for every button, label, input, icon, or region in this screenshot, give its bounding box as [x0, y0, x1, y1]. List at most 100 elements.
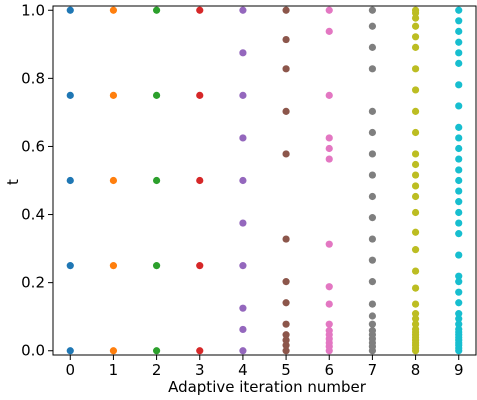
data-point	[368, 312, 377, 320]
data-point	[455, 310, 463, 318]
data-point	[196, 262, 204, 270]
data-point	[368, 128, 377, 137]
data-point	[455, 6, 463, 14]
data-point	[455, 38, 463, 46]
data-point	[152, 6, 161, 14]
data-point	[282, 235, 290, 243]
data-point	[455, 102, 463, 110]
data-point	[282, 65, 290, 73]
y-tick-label: 1.0	[21, 1, 45, 19]
data-point	[455, 17, 463, 25]
data-point	[368, 327, 377, 335]
data-point	[282, 35, 290, 44]
data-point	[411, 43, 420, 51]
data-point	[152, 262, 161, 270]
data-point	[455, 49, 463, 57]
data-point	[411, 182, 420, 190]
data-point	[455, 208, 463, 217]
y-tick-label: 0.4	[21, 206, 45, 224]
data-point	[368, 65, 377, 73]
data-point	[368, 43, 377, 51]
data-point	[325, 240, 333, 248]
data-point	[325, 320, 333, 328]
data-point	[66, 176, 74, 185]
data-point	[455, 59, 463, 67]
data-point	[455, 320, 463, 328]
data-point	[325, 327, 333, 335]
data-point	[368, 22, 377, 30]
data-point	[196, 176, 204, 185]
data-point	[66, 262, 74, 270]
data-point	[411, 33, 420, 41]
data-point	[455, 166, 463, 174]
data-point	[455, 325, 463, 333]
data-point	[368, 300, 377, 308]
data-point	[411, 128, 420, 137]
data-point	[66, 6, 74, 14]
x-tick-label: 5	[281, 361, 291, 379]
data-point	[325, 300, 333, 308]
data-point	[455, 176, 463, 185]
data-point	[455, 278, 463, 286]
data-point	[368, 256, 377, 264]
data-point	[282, 6, 290, 14]
y-tick-label: 0.2	[21, 274, 45, 292]
data-point	[325, 134, 333, 142]
data-point	[455, 81, 463, 89]
data-point	[152, 176, 161, 185]
x-tick-label: 8	[411, 361, 421, 379]
data-point	[239, 91, 247, 99]
data-point	[66, 347, 74, 355]
data-point	[325, 6, 333, 14]
data-point	[325, 283, 333, 291]
data-point	[455, 123, 463, 131]
x-tick-label: 7	[368, 361, 378, 379]
data-point	[239, 325, 247, 334]
data-point	[455, 219, 463, 227]
y-tick-label: 0.8	[21, 69, 45, 87]
data-point	[368, 235, 377, 243]
data-point	[109, 347, 118, 355]
y-axis-ticks: 0.0 0.2 0.4 0.6 0.8 1.0	[21, 1, 53, 360]
data-point	[411, 320, 420, 328]
data-point	[455, 288, 463, 296]
data-point	[66, 91, 74, 99]
x-axis-title: Adaptive iteration number	[168, 378, 367, 396]
data-point	[411, 160, 420, 169]
data-point	[411, 267, 420, 275]
data-point	[455, 155, 463, 163]
data-points	[66, 6, 463, 355]
data-point	[411, 65, 420, 73]
data-point	[455, 198, 463, 206]
x-tick-label: 4	[238, 361, 248, 379]
data-point	[411, 150, 420, 158]
data-point	[282, 347, 290, 355]
x-tick-label: 0	[65, 361, 75, 379]
data-point	[411, 325, 420, 333]
data-point	[282, 299, 290, 307]
data-point	[239, 6, 247, 14]
data-point	[411, 86, 420, 94]
data-point	[368, 107, 377, 115]
data-point	[282, 278, 290, 286]
data-point	[368, 150, 377, 158]
data-point	[196, 91, 204, 99]
y-tick-label: 0.6	[21, 137, 45, 155]
y-axis-title: t	[4, 179, 22, 185]
data-point	[282, 150, 290, 158]
data-point	[411, 284, 420, 292]
data-point	[239, 49, 247, 57]
data-point	[411, 246, 420, 254]
x-tick-label: 1	[109, 361, 119, 379]
data-point	[455, 230, 463, 238]
data-point	[368, 171, 377, 179]
x-axis-ticks: 0 1 2 3 4 5 6 7 8 9	[65, 355, 464, 379]
data-point	[109, 262, 118, 270]
data-point	[109, 6, 118, 14]
data-point	[455, 144, 463, 153]
data-point	[411, 22, 420, 30]
data-point	[325, 27, 333, 35]
x-tick-label: 9	[454, 361, 464, 379]
data-point	[455, 187, 463, 195]
